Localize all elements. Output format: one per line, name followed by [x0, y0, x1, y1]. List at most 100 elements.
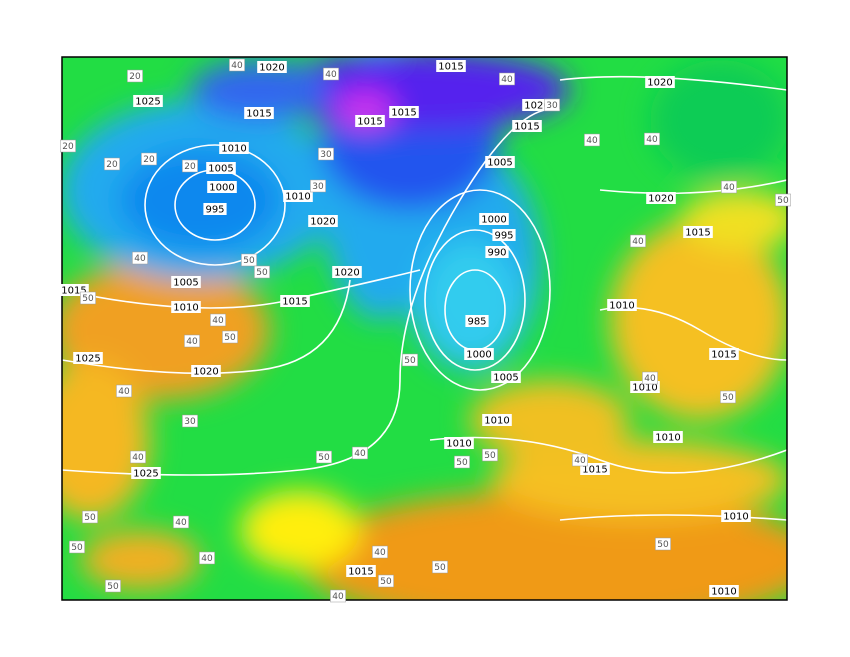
iso-label-box: [171, 301, 201, 313]
thk-label: 40: [646, 135, 658, 145]
thk-label: 20: [184, 162, 196, 172]
thk-label-box: [644, 132, 660, 146]
iso-label-box: [464, 348, 494, 360]
iso-label-box: [171, 276, 201, 288]
thk-label-box: [499, 72, 515, 86]
iso-label: 1005: [208, 164, 233, 175]
thk-label: 40: [134, 254, 146, 264]
iso-label: 1015: [246, 109, 271, 120]
iso-label-box: [332, 266, 362, 278]
iso-label: 1010: [285, 192, 310, 203]
iso-label: 1010: [655, 433, 680, 444]
iso-label: 985: [467, 317, 486, 328]
thk-label: 30: [546, 101, 558, 111]
iso-label-box: [133, 95, 163, 107]
thk-label: 50: [71, 543, 83, 553]
thk-label-box: [316, 450, 332, 464]
iso-label: 1000: [466, 350, 491, 361]
thk-label: 40: [374, 548, 386, 558]
thk-label: 40: [723, 183, 735, 193]
thk-label-box: [482, 448, 498, 462]
thk-label: 40: [175, 518, 187, 528]
thk-label: 20: [129, 72, 141, 82]
iso-label: 1020: [334, 268, 359, 279]
thk-label-box: [210, 313, 226, 327]
iso-label: 1020: [193, 367, 218, 378]
iso-label: 1020: [524, 101, 549, 112]
thk-label: 30: [320, 150, 332, 160]
thk-label-box: [655, 537, 671, 551]
thk-label: 50: [777, 196, 789, 206]
iso-label: 1010: [711, 587, 736, 598]
iso-label: 1015: [282, 297, 307, 308]
iso-label: 1020: [310, 217, 335, 228]
thk-label-box: [130, 450, 146, 464]
iso-label: 1010: [484, 416, 509, 427]
thk-label: 50: [318, 453, 330, 463]
iso-label-box: [683, 226, 713, 238]
iso-label: 1015: [514, 122, 539, 133]
thk-label: 40: [354, 449, 366, 459]
thk-label-box: [104, 157, 120, 171]
thk-label: 40: [501, 75, 513, 85]
iso-label-box: [280, 295, 310, 307]
thk-label: 40: [325, 70, 337, 80]
thk-label: 40: [586, 136, 598, 146]
iso-label-box: [283, 190, 313, 202]
iso-label-box: [191, 365, 221, 377]
thk-label-box: [721, 180, 737, 194]
thk-label-box: [222, 330, 238, 344]
thk-label-box: [69, 540, 85, 554]
iso-label-box: [645, 76, 675, 88]
iso-label: 1005: [493, 373, 518, 384]
thk-label: 50: [243, 256, 255, 266]
thk-label: 50: [256, 268, 268, 278]
iso-label-box: [73, 352, 103, 364]
thk-label: 40: [118, 387, 130, 397]
iso-label: 1020: [259, 63, 284, 74]
iso-label-box: [355, 115, 385, 127]
thk-label-box: [584, 133, 600, 147]
thk-label-box: [182, 159, 198, 173]
iso-label-box: [444, 437, 474, 449]
thk-label: 50: [82, 294, 94, 304]
thk-label: 30: [312, 182, 324, 192]
iso-label: 1005: [487, 158, 512, 169]
thk-label: 50: [380, 577, 392, 587]
iso-label-box: [436, 60, 466, 72]
iso-label: 1015: [348, 567, 373, 578]
thk-label: 40: [132, 453, 144, 463]
thk-label: 50: [657, 540, 669, 550]
iso-label: 1010: [723, 512, 748, 523]
iso-label: 995: [205, 205, 224, 216]
thk-label-box: [352, 446, 368, 460]
thk-label: 50: [484, 451, 496, 461]
thk-label-box: [572, 453, 588, 467]
thk-label-box: [127, 69, 143, 83]
thk-label-box: [378, 574, 394, 588]
thk-label: 50: [722, 393, 734, 403]
thk-label: 40: [574, 456, 586, 466]
iso-label: 1025: [75, 354, 100, 365]
thk-label-box: [254, 265, 270, 279]
thk-label-box: [116, 384, 132, 398]
iso-label: 1025: [133, 469, 158, 480]
thk-label-box: [318, 147, 334, 161]
thk-label: 50: [404, 356, 416, 366]
iso-label-box: [131, 467, 161, 479]
iso-label: 1010: [173, 303, 198, 314]
iso-label-box: [646, 192, 676, 204]
iso-label-box: [607, 299, 637, 311]
iso-label-box: [257, 61, 287, 73]
iso-label: 1015: [438, 62, 463, 73]
thk-label-box: [544, 98, 560, 112]
thk-label-box: [182, 414, 198, 428]
iso-label-box: [485, 156, 515, 168]
thk-label-box: [454, 455, 470, 469]
iso-label-box: [346, 565, 376, 577]
iso-label: 1000: [209, 183, 234, 194]
iso-label-box: [206, 162, 236, 174]
iso-label-box: [482, 414, 512, 426]
iso-label: 1000: [481, 215, 506, 226]
thk-label: 20: [106, 160, 118, 170]
